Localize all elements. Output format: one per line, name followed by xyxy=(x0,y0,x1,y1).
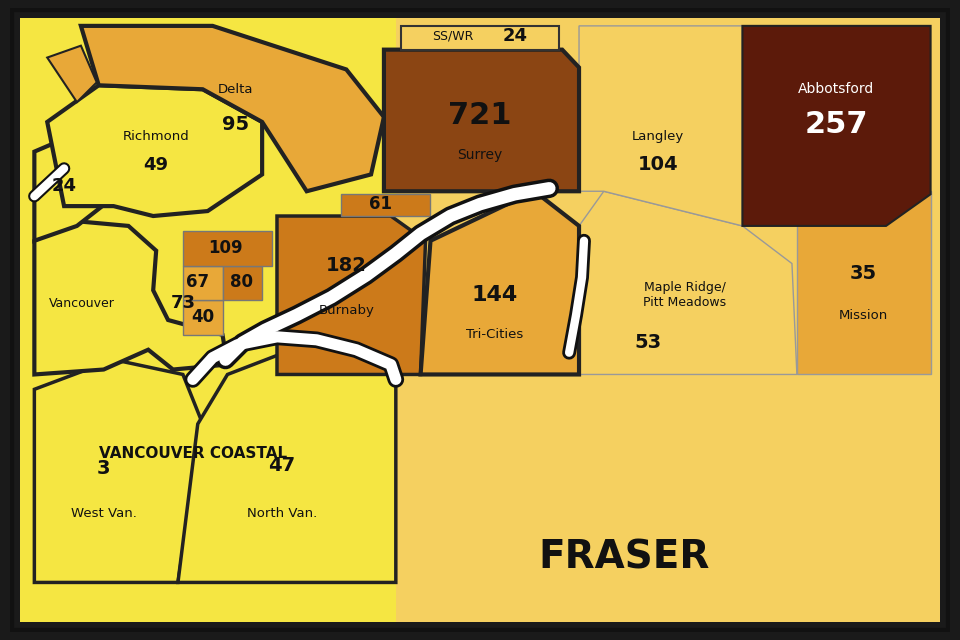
Polygon shape xyxy=(579,26,742,226)
Polygon shape xyxy=(396,18,941,622)
Text: Richmond: Richmond xyxy=(123,131,189,143)
Text: Vancouver: Vancouver xyxy=(49,297,115,310)
Polygon shape xyxy=(342,194,430,216)
Text: Burnaby: Burnaby xyxy=(319,303,374,317)
Polygon shape xyxy=(384,50,579,191)
Text: 47: 47 xyxy=(269,456,296,475)
Polygon shape xyxy=(183,231,272,266)
Polygon shape xyxy=(183,300,223,335)
Text: Tri-Cities: Tri-Cities xyxy=(467,328,523,341)
Text: Maple Ridge/
Pitt Meadows: Maple Ridge/ Pitt Meadows xyxy=(643,281,727,309)
Polygon shape xyxy=(35,360,203,582)
Polygon shape xyxy=(35,221,228,374)
Polygon shape xyxy=(742,26,930,226)
Text: Surrey: Surrey xyxy=(457,148,503,162)
Text: North Van.: North Van. xyxy=(247,507,317,520)
Text: 61: 61 xyxy=(370,195,393,213)
Text: 24: 24 xyxy=(52,177,77,195)
Text: VANCOUVER COASTAL: VANCOUVER COASTAL xyxy=(99,446,287,461)
Polygon shape xyxy=(797,191,930,374)
Text: SS/WR: SS/WR xyxy=(433,29,474,42)
Text: 3: 3 xyxy=(97,459,110,478)
Text: 35: 35 xyxy=(850,264,876,283)
Polygon shape xyxy=(81,26,384,191)
Text: Langley: Langley xyxy=(632,131,684,143)
Text: Delta: Delta xyxy=(218,83,253,96)
Text: 80: 80 xyxy=(229,273,252,291)
Text: 53: 53 xyxy=(635,333,661,352)
Polygon shape xyxy=(178,349,396,582)
Polygon shape xyxy=(47,85,262,216)
Polygon shape xyxy=(183,266,223,300)
Polygon shape xyxy=(19,18,396,622)
Text: 73: 73 xyxy=(171,294,196,312)
Text: 67: 67 xyxy=(186,273,209,291)
Text: 182: 182 xyxy=(325,256,367,275)
Text: 49: 49 xyxy=(144,156,169,173)
Polygon shape xyxy=(277,216,425,374)
Text: Mission: Mission xyxy=(839,308,888,321)
Text: 257: 257 xyxy=(804,111,868,140)
Text: West Van.: West Van. xyxy=(71,507,136,520)
Text: 721: 721 xyxy=(448,100,512,129)
Polygon shape xyxy=(223,266,262,300)
Text: 109: 109 xyxy=(208,239,243,257)
Polygon shape xyxy=(579,191,797,374)
Polygon shape xyxy=(400,26,560,50)
Text: 104: 104 xyxy=(638,155,679,174)
Text: FRASER: FRASER xyxy=(538,539,709,577)
Text: 95: 95 xyxy=(222,115,249,134)
Polygon shape xyxy=(420,191,579,374)
Text: 24: 24 xyxy=(502,27,527,45)
Polygon shape xyxy=(35,137,108,241)
Text: Abbotsford: Abbotsford xyxy=(799,83,875,96)
Text: 40: 40 xyxy=(191,308,214,326)
Text: 144: 144 xyxy=(471,285,518,305)
Polygon shape xyxy=(47,45,97,102)
